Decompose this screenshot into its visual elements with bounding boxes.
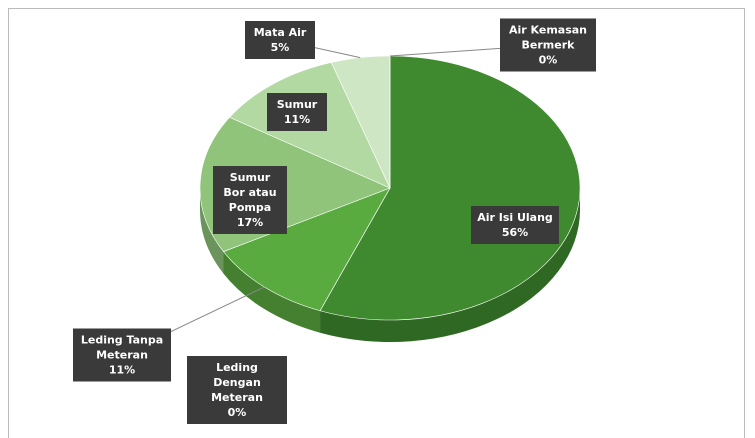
label-value: 11% bbox=[283, 113, 311, 126]
label-value: 56% bbox=[501, 226, 529, 239]
label-value: 0% bbox=[227, 406, 247, 419]
label-category: Leding Tanpa Meteran bbox=[80, 333, 164, 362]
data-label: Leding Dengan Meteran 0% bbox=[187, 356, 287, 424]
slice bbox=[319, 55, 581, 321]
label-category: Mata Air bbox=[253, 26, 307, 39]
data-label: Mata Air 5% bbox=[245, 21, 315, 59]
slice bbox=[223, 187, 391, 312]
slice-side bbox=[200, 188, 224, 274]
data-label: Sumur 11% bbox=[267, 93, 327, 131]
data-label: Air Isi Ulang 56% bbox=[471, 206, 559, 244]
data-label: Air Kemasan Bermerk 0% bbox=[500, 18, 596, 72]
slice-side bbox=[223, 251, 321, 333]
label-category: Sumur Bor atau Pompa bbox=[223, 171, 277, 214]
data-label: Leding Tanpa Meteran 11% bbox=[73, 328, 171, 382]
label-category: Leding Dengan Meteran bbox=[211, 361, 263, 404]
label-category: Air Isi Ulang bbox=[477, 211, 553, 224]
label-value: 17% bbox=[236, 216, 264, 229]
label-value: 11% bbox=[108, 363, 136, 377]
frame bbox=[8, 8, 745, 438]
label-value: 0% bbox=[538, 53, 558, 67]
data-label: Sumur Bor atau Pompa 17% bbox=[213, 166, 287, 234]
slice-side bbox=[320, 188, 580, 342]
label-category: Air Kemasan Bermerk bbox=[508, 23, 587, 52]
label-value: 5% bbox=[270, 41, 290, 54]
label-category: Sumur bbox=[276, 98, 318, 111]
